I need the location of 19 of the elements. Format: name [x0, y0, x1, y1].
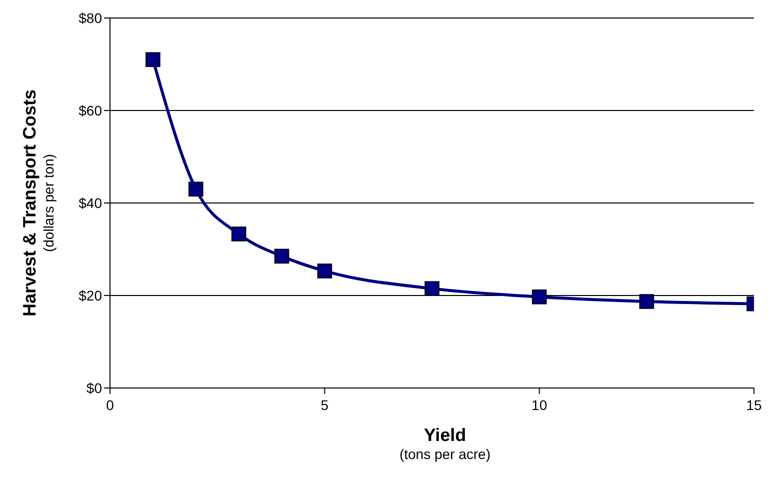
y-tick-label: $80 [78, 10, 102, 26]
x-tick-label: 0 [106, 396, 114, 413]
y-axis-title: Harvest & Transport Costs (dollars per ton) [20, 89, 56, 317]
point [146, 52, 160, 68]
y-tick-label: $0 [86, 380, 102, 396]
x-tick-label: 5 [320, 396, 329, 413]
y-tick-label: $60 [78, 102, 102, 118]
point [274, 248, 290, 264]
y-tick-label: $40 [78, 194, 102, 211]
x-axis-title: Yield (tons per acre) [398, 425, 492, 462]
point [231, 226, 246, 242]
point [532, 289, 547, 304]
x-tick-label: 15 [746, 396, 762, 413]
point [639, 294, 654, 309]
x-tick-label: 10 [532, 396, 548, 413]
point [317, 264, 332, 278]
y-tick-label: $20 [78, 287, 102, 304]
point [188, 182, 204, 197]
point [424, 281, 440, 296]
